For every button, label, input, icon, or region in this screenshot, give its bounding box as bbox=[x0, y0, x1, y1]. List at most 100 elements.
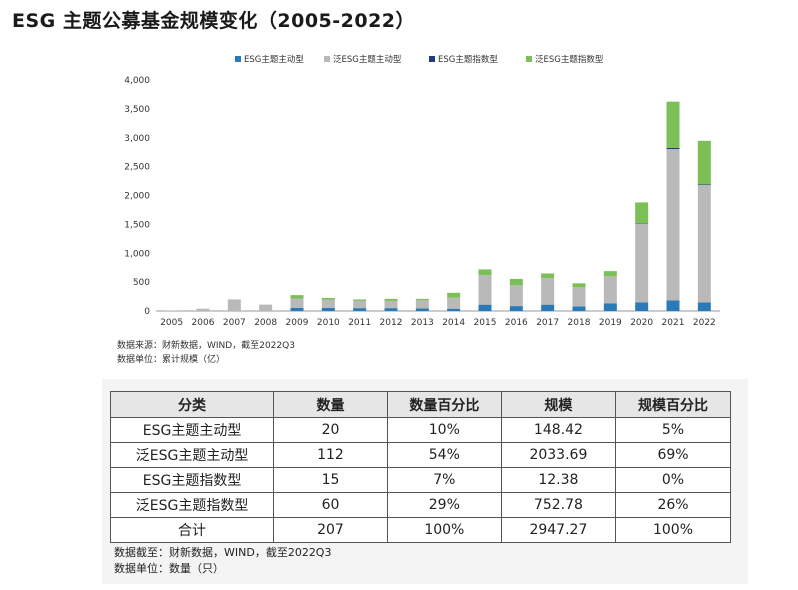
bar-segment bbox=[415, 298, 429, 301]
bar-segment bbox=[478, 269, 492, 276]
table-cell: ESG主题指数型 bbox=[109, 467, 275, 493]
bar-segment bbox=[541, 304, 555, 311]
table-cell: 60 bbox=[273, 492, 388, 518]
y-tick-label: 0 bbox=[144, 307, 150, 317]
table-row: ESG主题指数型 15 7% 12.38 0% bbox=[109, 467, 731, 493]
bar-segment bbox=[353, 299, 367, 301]
table-cell: 15 bbox=[273, 467, 388, 493]
table-cell: 207 bbox=[273, 517, 388, 543]
table-cell: 2033.69 bbox=[500, 442, 617, 468]
bar-segment bbox=[603, 271, 617, 277]
x-tick-label: 2016 bbox=[505, 318, 528, 328]
y-tick-label: 4,000 bbox=[124, 76, 150, 86]
legend-label: ESG主题指数型 bbox=[438, 54, 498, 65]
bar-segment bbox=[447, 292, 461, 298]
table-row: 泛ESG主题主动型 112 54% 2033.69 69% bbox=[109, 442, 731, 468]
bar-segment bbox=[509, 306, 523, 311]
header-scale-pct: 规模百分比 bbox=[615, 391, 731, 418]
x-tick-label: 2019 bbox=[599, 318, 622, 328]
y-tick-label: 3,500 bbox=[124, 105, 150, 115]
y-tick-label: 1,500 bbox=[124, 220, 150, 230]
legend-label: 泛ESG主题指数型 bbox=[535, 54, 604, 65]
chart-source-note: 数据来源：财新数据，WIND，截至2022Q3 bbox=[117, 341, 295, 351]
x-tick-label: 2017 bbox=[536, 318, 559, 328]
bar-segment bbox=[541, 278, 555, 305]
y-tick-label: 2,500 bbox=[124, 163, 150, 173]
x-tick-label: 2013 bbox=[411, 318, 434, 328]
bar-segment bbox=[666, 149, 680, 301]
x-tick-label: 2011 bbox=[348, 318, 371, 328]
y-tick-label: 2,000 bbox=[124, 192, 150, 202]
bar-segment bbox=[384, 298, 398, 301]
table-cell: 7% bbox=[386, 467, 502, 493]
header-category: 分类 bbox=[109, 391, 275, 418]
bar-segment bbox=[321, 299, 335, 308]
bar-segment bbox=[697, 184, 711, 185]
bar-segment bbox=[635, 302, 649, 311]
legend-swatch bbox=[429, 56, 435, 62]
bar-segment bbox=[384, 308, 398, 311]
x-tick-label: 2021 bbox=[662, 318, 685, 328]
bar-segment bbox=[290, 298, 304, 308]
y-tick-label: 3,000 bbox=[124, 134, 150, 144]
bar-segment bbox=[635, 202, 649, 224]
table-cell: 112 bbox=[273, 442, 388, 468]
bar-segment bbox=[196, 308, 210, 311]
table-row: 泛ESG主题指数型 60 29% 752.78 26% bbox=[109, 492, 731, 518]
bar-segment bbox=[666, 147, 680, 150]
table-total-row: 合计 207 100% 2947.27 100% bbox=[109, 517, 731, 543]
x-tick-label: 2008 bbox=[254, 318, 277, 328]
bar-segment bbox=[227, 299, 241, 311]
table-cell: 0% bbox=[615, 467, 731, 493]
bar-segment bbox=[635, 223, 649, 224]
bar-segment bbox=[697, 302, 711, 311]
legend-swatch bbox=[324, 56, 330, 62]
summary-table: 分类 数量 数量百分比 规模 规模百分比 ESG主题主动型 20 10% 148… bbox=[109, 391, 731, 543]
table-cell: 泛ESG主题指数型 bbox=[109, 492, 275, 518]
table-cell: 10% bbox=[386, 417, 502, 443]
x-tick-label: 2007 bbox=[223, 318, 246, 328]
table-cell: 20 bbox=[273, 417, 388, 443]
bar-segment bbox=[603, 303, 617, 311]
x-tick-label: 2015 bbox=[474, 318, 497, 328]
bar-segment bbox=[447, 297, 461, 309]
bar-segment bbox=[478, 275, 492, 305]
bar-segment bbox=[415, 300, 429, 309]
header-scale: 规模 bbox=[500, 391, 617, 418]
table-cell: 12.38 bbox=[500, 467, 617, 493]
x-tick-label: 2005 bbox=[160, 318, 183, 328]
x-tick-label: 2010 bbox=[317, 318, 340, 328]
chart-container: 0 500 1,000 1,500 2,000 2,500 3,000 3,500 4,000 2… bbox=[108, 42, 748, 372]
table-row: ESG主题主动型 20 10% 148.42 5% bbox=[109, 417, 731, 443]
table-cell: 148.42 bbox=[500, 417, 617, 443]
table-cell: 合计 bbox=[109, 517, 275, 543]
x-tick-label: 2006 bbox=[192, 318, 215, 328]
bar-segment bbox=[447, 308, 461, 311]
bar-segment bbox=[290, 295, 304, 299]
page-title: ESG 主题公募基金规模变化（2005-2022） bbox=[12, 10, 416, 32]
bar-segment bbox=[321, 307, 335, 311]
bar-segment bbox=[415, 308, 429, 311]
legend-label: 泛ESG主题主动型 bbox=[333, 54, 402, 65]
x-tick-label: 2020 bbox=[630, 318, 653, 328]
table-header-row: 分类 数量 数量百分比 规模 规模百分比 bbox=[109, 391, 731, 418]
stacked-bar-chart: 0 500 1,000 1,500 2,000 2,500 3,000 3,500 4,000 2… bbox=[124, 54, 720, 328]
header-count-pct: 数量百分比 bbox=[386, 391, 502, 418]
table-notes: 数据截至：财新数据，WIND，截至2022Q3 数据单位：数量（只） bbox=[114, 545, 331, 577]
table-cell: 100% bbox=[615, 517, 731, 543]
bar-segment bbox=[290, 307, 304, 311]
table-cell: 54% bbox=[386, 442, 502, 468]
bar-segment bbox=[603, 276, 617, 304]
bar-segment bbox=[697, 140, 711, 185]
bar-segment bbox=[572, 283, 586, 288]
legend-label: ESG主题主动型 bbox=[244, 54, 304, 65]
bar-segment bbox=[572, 287, 586, 307]
bar-segment bbox=[259, 304, 273, 311]
chart-unit-note: 数据单位：累计规模（亿） bbox=[117, 355, 226, 365]
x-tick-label: 2009 bbox=[286, 318, 309, 328]
x-tick-label: 2018 bbox=[568, 318, 591, 328]
bar-segment bbox=[165, 310, 179, 311]
legend-swatch bbox=[235, 56, 241, 62]
bar-segment bbox=[666, 300, 680, 311]
bar-segment bbox=[384, 300, 398, 309]
